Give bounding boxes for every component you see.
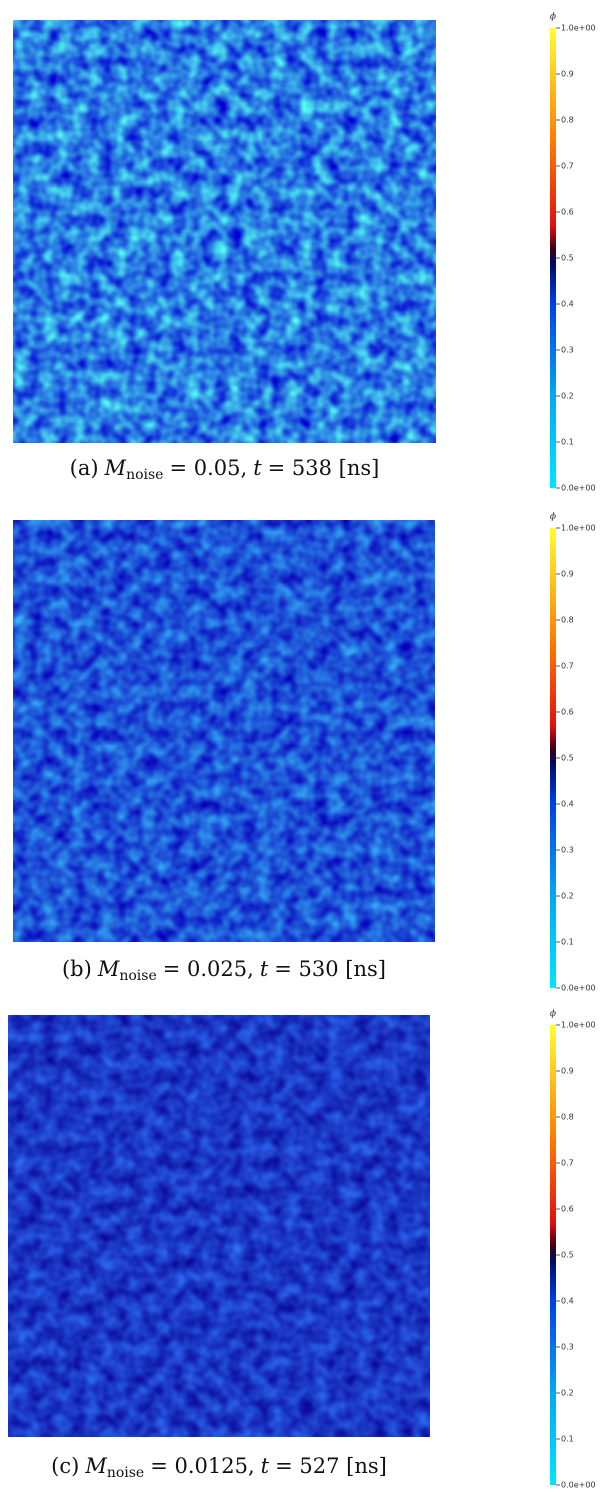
caption-part: t bbox=[253, 456, 262, 480]
caption-part: = 0.0125, bbox=[150, 1454, 254, 1478]
caption-part: t bbox=[260, 957, 269, 981]
colorbar-tick-label: 1.0e+00 bbox=[561, 1021, 596, 1030]
colorbar-tick-label: 0.8 bbox=[561, 1113, 574, 1122]
caption-part: (c) bbox=[51, 1454, 79, 1478]
colorbar-tick-label: 0.2 bbox=[561, 892, 574, 901]
caption-part: = 530 [ns] bbox=[274, 957, 386, 981]
caption-part: t bbox=[261, 1454, 270, 1478]
caption-part: noise bbox=[107, 1465, 144, 1481]
colorbar-tick-label: 0.6 bbox=[561, 208, 574, 217]
field-image bbox=[13, 520, 435, 942]
caption-part: noise bbox=[126, 467, 163, 483]
caption: (b) Mnoise = 0.025, t = 530 [ns] bbox=[62, 957, 386, 984]
colorbar-tick-label: 0.4 bbox=[561, 300, 574, 309]
colorbar-tick-label: 0.8 bbox=[561, 616, 574, 625]
caption: (c) Mnoise = 0.0125, t = 527 [ns] bbox=[51, 1454, 387, 1481]
colorbar-tick-label: 0.8 bbox=[561, 116, 574, 125]
colorbar-tick-label: 0.9 bbox=[561, 1067, 574, 1076]
colorbar-title: ϕ bbox=[550, 512, 556, 522]
colorbar-tick-label: 0.0e+00 bbox=[561, 984, 596, 993]
caption-part: noise bbox=[119, 968, 156, 984]
colorbar-tick-label: 0.3 bbox=[561, 346, 574, 355]
caption-part: M bbox=[104, 456, 127, 480]
caption-part: (b) bbox=[62, 957, 92, 981]
caption-part: = 527 [ns] bbox=[275, 1454, 387, 1478]
colorbar-tick-label: 0.6 bbox=[561, 1205, 574, 1214]
colorbar-tick-label: 1.0e+00 bbox=[561, 524, 596, 533]
caption: (a) Mnoise = 0.05, t = 538 [ns] bbox=[70, 456, 380, 483]
colorbar-tick-label: 0.1 bbox=[561, 1435, 574, 1444]
field-image bbox=[13, 20, 436, 443]
colorbar-tick-label: 0.0e+00 bbox=[561, 484, 596, 493]
colorbar-tick-label: 0.0e+00 bbox=[561, 1481, 596, 1490]
colorbar-tick-label: 0.3 bbox=[561, 846, 574, 855]
caption-part: M bbox=[97, 957, 120, 981]
colorbar-tick-label: 0.7 bbox=[561, 662, 574, 671]
colorbar-tick-label: 0.5 bbox=[561, 1251, 574, 1260]
caption-part: M bbox=[84, 1454, 107, 1478]
colorbar-tick-label: 0.4 bbox=[561, 800, 574, 809]
field-image bbox=[8, 1015, 430, 1437]
colorbar-tick-label: 0.6 bbox=[561, 708, 574, 717]
caption-part: (a) bbox=[70, 456, 99, 480]
caption-part: = 0.05, bbox=[169, 456, 247, 480]
colorbar-title: ϕ bbox=[550, 12, 556, 22]
colorbar-tick-label: 0.9 bbox=[561, 70, 574, 79]
colorbar-tick-label: 0.3 bbox=[561, 1343, 574, 1352]
colorbar-tick-label: 0.7 bbox=[561, 1159, 574, 1168]
colorbar-tick-label: 0.1 bbox=[561, 438, 574, 447]
colorbar bbox=[550, 1025, 556, 1485]
colorbar-tick-label: 0.4 bbox=[561, 1297, 574, 1306]
colorbar-tick-label: 1.0e+00 bbox=[561, 24, 596, 33]
colorbar-tick-label: 0.1 bbox=[561, 938, 574, 947]
caption-part: = 538 [ns] bbox=[268, 456, 380, 480]
colorbar-tick-label: 0.7 bbox=[561, 162, 574, 171]
colorbar-tick-label: 0.9 bbox=[561, 570, 574, 579]
colorbar-title: ϕ bbox=[550, 1009, 556, 1019]
colorbar-tick-label: 0.2 bbox=[561, 392, 574, 401]
caption-part: = 0.025, bbox=[163, 957, 254, 981]
colorbar-tick-label: 0.5 bbox=[561, 754, 574, 763]
colorbar bbox=[550, 28, 556, 488]
colorbar bbox=[550, 528, 556, 988]
colorbar-tick-label: 0.2 bbox=[561, 1389, 574, 1398]
colorbar-tick-label: 0.5 bbox=[561, 254, 574, 263]
